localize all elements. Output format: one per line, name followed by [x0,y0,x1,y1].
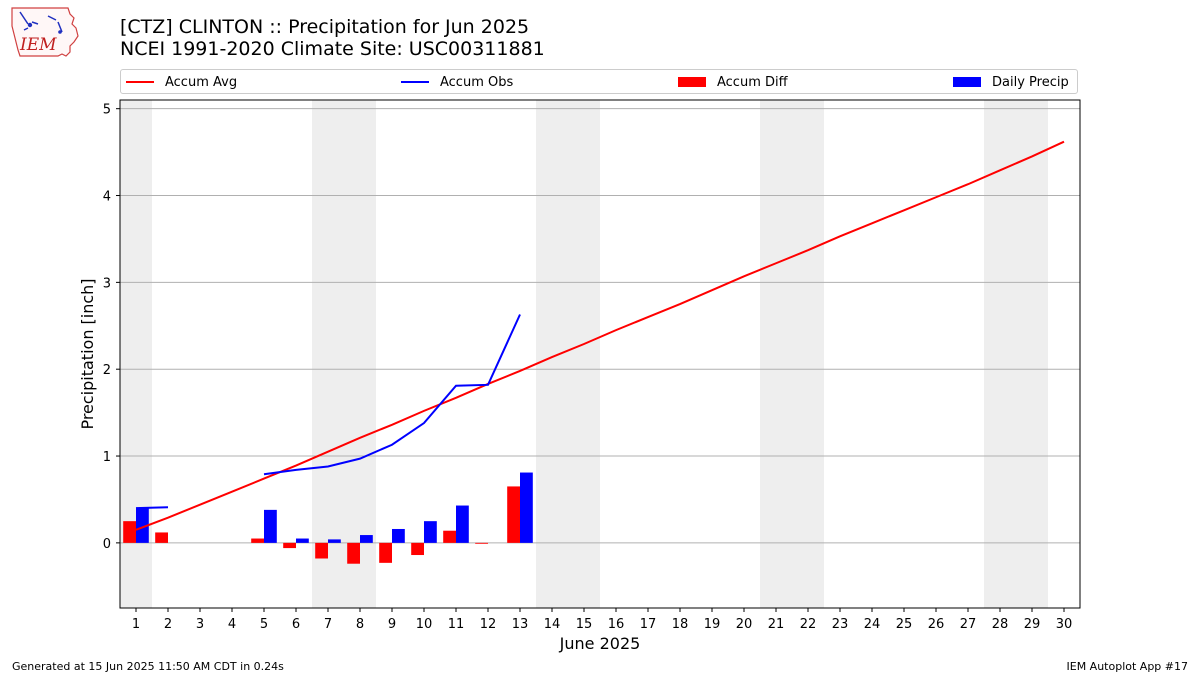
chart-legend: Accum Avg Accum Obs Accum Diff Daily Pre… [120,69,1078,94]
accum-diff-bar [283,542,296,549]
accum-diff-bar [123,521,136,543]
y-axis-label: Precipitation [inch] [78,278,97,429]
legend-item-accum-obs: Accum Obs [401,73,513,91]
x-tick-label: 10 [416,617,433,632]
legend-label-accum-avg: Accum Avg [165,74,238,90]
x-tick-label: 15 [576,617,593,632]
y-tick-label: 1 [103,450,111,465]
x-tick-label: 21 [768,617,785,632]
x-tick-label: 19 [704,617,721,632]
chart-title: [CTZ] CLINTON :: Precipitation for Jun 2… [120,16,530,38]
x-tick-label: 28 [992,617,1009,632]
y-tick-label: 5 [103,103,111,118]
accum-avg-line [135,140,1065,531]
footer-generated: Generated at 15 Jun 2025 11:50 AM CDT in… [12,660,284,673]
x-tick-label: 22 [800,617,817,632]
x-tick-label: 20 [736,617,753,632]
y-tick-label: 3 [103,276,111,291]
legend-item-accum-avg: Accum Avg [126,73,237,91]
daily-precip-bar [296,538,309,543]
daily-precip-bar [136,508,149,543]
accum-diff-bar [507,486,520,543]
y-tick-label: 0 [103,537,111,552]
daily-precip-bar [520,472,533,543]
x-tick-label: 29 [1024,617,1041,632]
x-tick-label: 9 [388,617,396,632]
legend-item-accum-diff: Accum Diff [678,73,788,91]
x-tick-label: 30 [1056,617,1073,632]
x-tick-label: 14 [544,617,561,632]
legend-label-daily-precip: Daily Precip [992,74,1069,90]
accum-diff-bar [443,530,456,543]
x-tick-label: 13 [512,617,529,632]
daily-precip-bar [360,535,373,543]
daily-precip-bar [264,509,277,543]
iem-logo: IEM [11,7,79,57]
accum-obs-line [135,506,169,510]
accum-diff-bar [315,542,328,559]
x-tick-label: 8 [356,617,364,632]
accum-diff-bar [155,532,168,543]
daily-precip-bar [424,521,437,543]
legend-label-accum-diff: Accum Diff [717,74,788,90]
x-tick-label: 11 [448,617,465,632]
x-tick-label: 6 [292,617,300,632]
legend-label-accum-obs: Accum Obs [440,74,514,90]
legend-swatch-accum-obs [401,81,429,83]
x-tick-label: 17 [640,617,657,632]
daily-precip-bar [456,505,469,543]
x-tick-label: 7 [324,617,332,632]
x-axis-label: June 2025 [559,634,641,653]
x-tick-label: 1 [132,617,140,632]
legend-swatch-daily-precip [953,77,981,87]
y-tick-label: 4 [103,190,111,205]
x-tick-label: 12 [480,617,497,632]
weekend-shade [760,100,824,608]
accum-diff-bar [475,542,488,544]
weekend-shade [312,100,376,608]
accum-diff-bar [347,542,360,564]
legend-item-daily-precip: Daily Precip [953,73,1069,91]
x-tick-label: 27 [960,617,977,632]
legend-swatch-accum-avg [126,81,154,83]
chart-subtitle: NCEI 1991-2020 Climate Site: USC00311881 [120,38,545,60]
daily-precip-bar [392,528,405,543]
plot-frame [119,99,1081,609]
accum-diff-bar [379,542,392,563]
x-tick-label: 4 [228,617,236,632]
x-tick-label: 2 [164,617,172,632]
weekend-shade [536,100,600,608]
legend-swatch-accum-diff [678,77,706,87]
weekend-shade [984,100,1048,608]
accum-diff-bar [251,538,264,543]
svg-text:IEM: IEM [19,35,57,55]
x-tick-label: 18 [672,617,689,632]
x-tick-label: 25 [896,617,913,632]
x-tick-label: 26 [928,617,945,632]
x-tick-label: 5 [260,617,268,632]
y-tick-label: 2 [103,363,111,378]
footer-app: IEM Autoplot App #17 [1066,660,1189,673]
daily-precip-bar [328,539,341,543]
x-tick-label: 16 [608,617,625,632]
accum-diff-bar [411,542,424,556]
accum-obs-line [263,314,521,476]
x-tick-label: 24 [864,617,881,632]
x-tick-label: 3 [196,617,204,632]
x-tick-label: 23 [832,617,849,632]
